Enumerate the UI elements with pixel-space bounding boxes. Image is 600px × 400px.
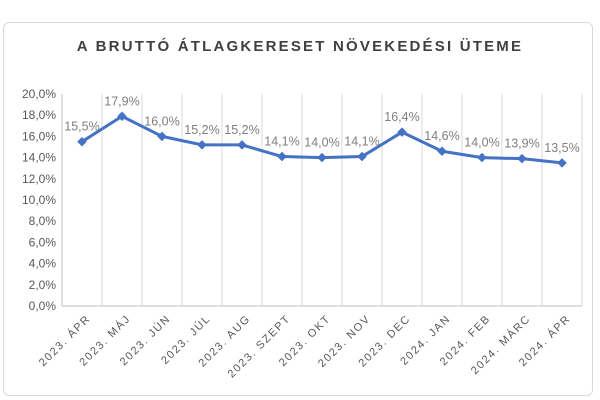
y-tick-label: 2,0%: [29, 278, 57, 292]
data-label: 14,1%: [344, 135, 379, 149]
y-tick-label: 0,0%: [29, 299, 57, 313]
data-point-marker: [397, 127, 407, 138]
data-label: 16,4%: [384, 110, 419, 124]
data-label: 15,2%: [184, 123, 219, 137]
y-tick-label: 12,0%: [22, 172, 56, 186]
series-group: [77, 111, 567, 168]
data-point-marker: [437, 146, 447, 157]
y-tick-label: 6,0%: [29, 235, 57, 249]
grid-lines: [61, 94, 583, 306]
data-point-marker: [77, 136, 87, 147]
data-labels: 15,5% 17,9% 16,0% 15,2% 15,2% 14,1% 14,0% 14,1%…: [64, 94, 579, 155]
data-label: 14,1%: [264, 135, 299, 149]
data-point-marker: [157, 131, 167, 142]
data-point-marker: [197, 140, 207, 150]
y-tick-label: 10,0%: [22, 193, 56, 207]
data-label: 14,6%: [424, 129, 459, 143]
data-point-marker: [517, 153, 527, 164]
data-label: 17,9%: [104, 94, 139, 108]
data-point-marker: [557, 158, 567, 168]
data-label: 14,0%: [464, 136, 499, 150]
data-label: 13,9%: [504, 137, 539, 151]
y-tick-label: 4,0%: [29, 257, 57, 271]
data-point-marker: [317, 152, 327, 163]
y-tick-label: 18,0%: [22, 108, 56, 122]
y-axis-ticks: 0,0% 2,0% 4,0% 6,0% 8,0% 10,0% 12,0% 14,0% 16,0%…: [22, 87, 56, 313]
y-tick-label: 20,0%: [22, 87, 56, 101]
y-tick-label: 8,0%: [29, 214, 57, 228]
chart-title: A BRUTTÓ ÁTLAGKERESET NÖVEKEDÉSI ÜTEME: [76, 38, 524, 55]
data-point-marker: [277, 151, 287, 162]
data-label: 13,5%: [544, 141, 579, 155]
data-point-marker: [357, 151, 367, 162]
data-label: 16,0%: [144, 114, 179, 128]
data-label: 14,0%: [304, 136, 339, 150]
data-label: 15,2%: [224, 123, 259, 137]
y-tick-label: 14,0%: [22, 151, 56, 165]
data-point-marker: [477, 152, 487, 163]
chart-frame: [3, 22, 593, 396]
axes: [61, 94, 582, 307]
y-tick-label: 16,0%: [22, 129, 56, 143]
data-point-marker: [117, 111, 127, 122]
data-point-marker: [237, 140, 247, 150]
data-label: 15,5%: [64, 120, 99, 134]
